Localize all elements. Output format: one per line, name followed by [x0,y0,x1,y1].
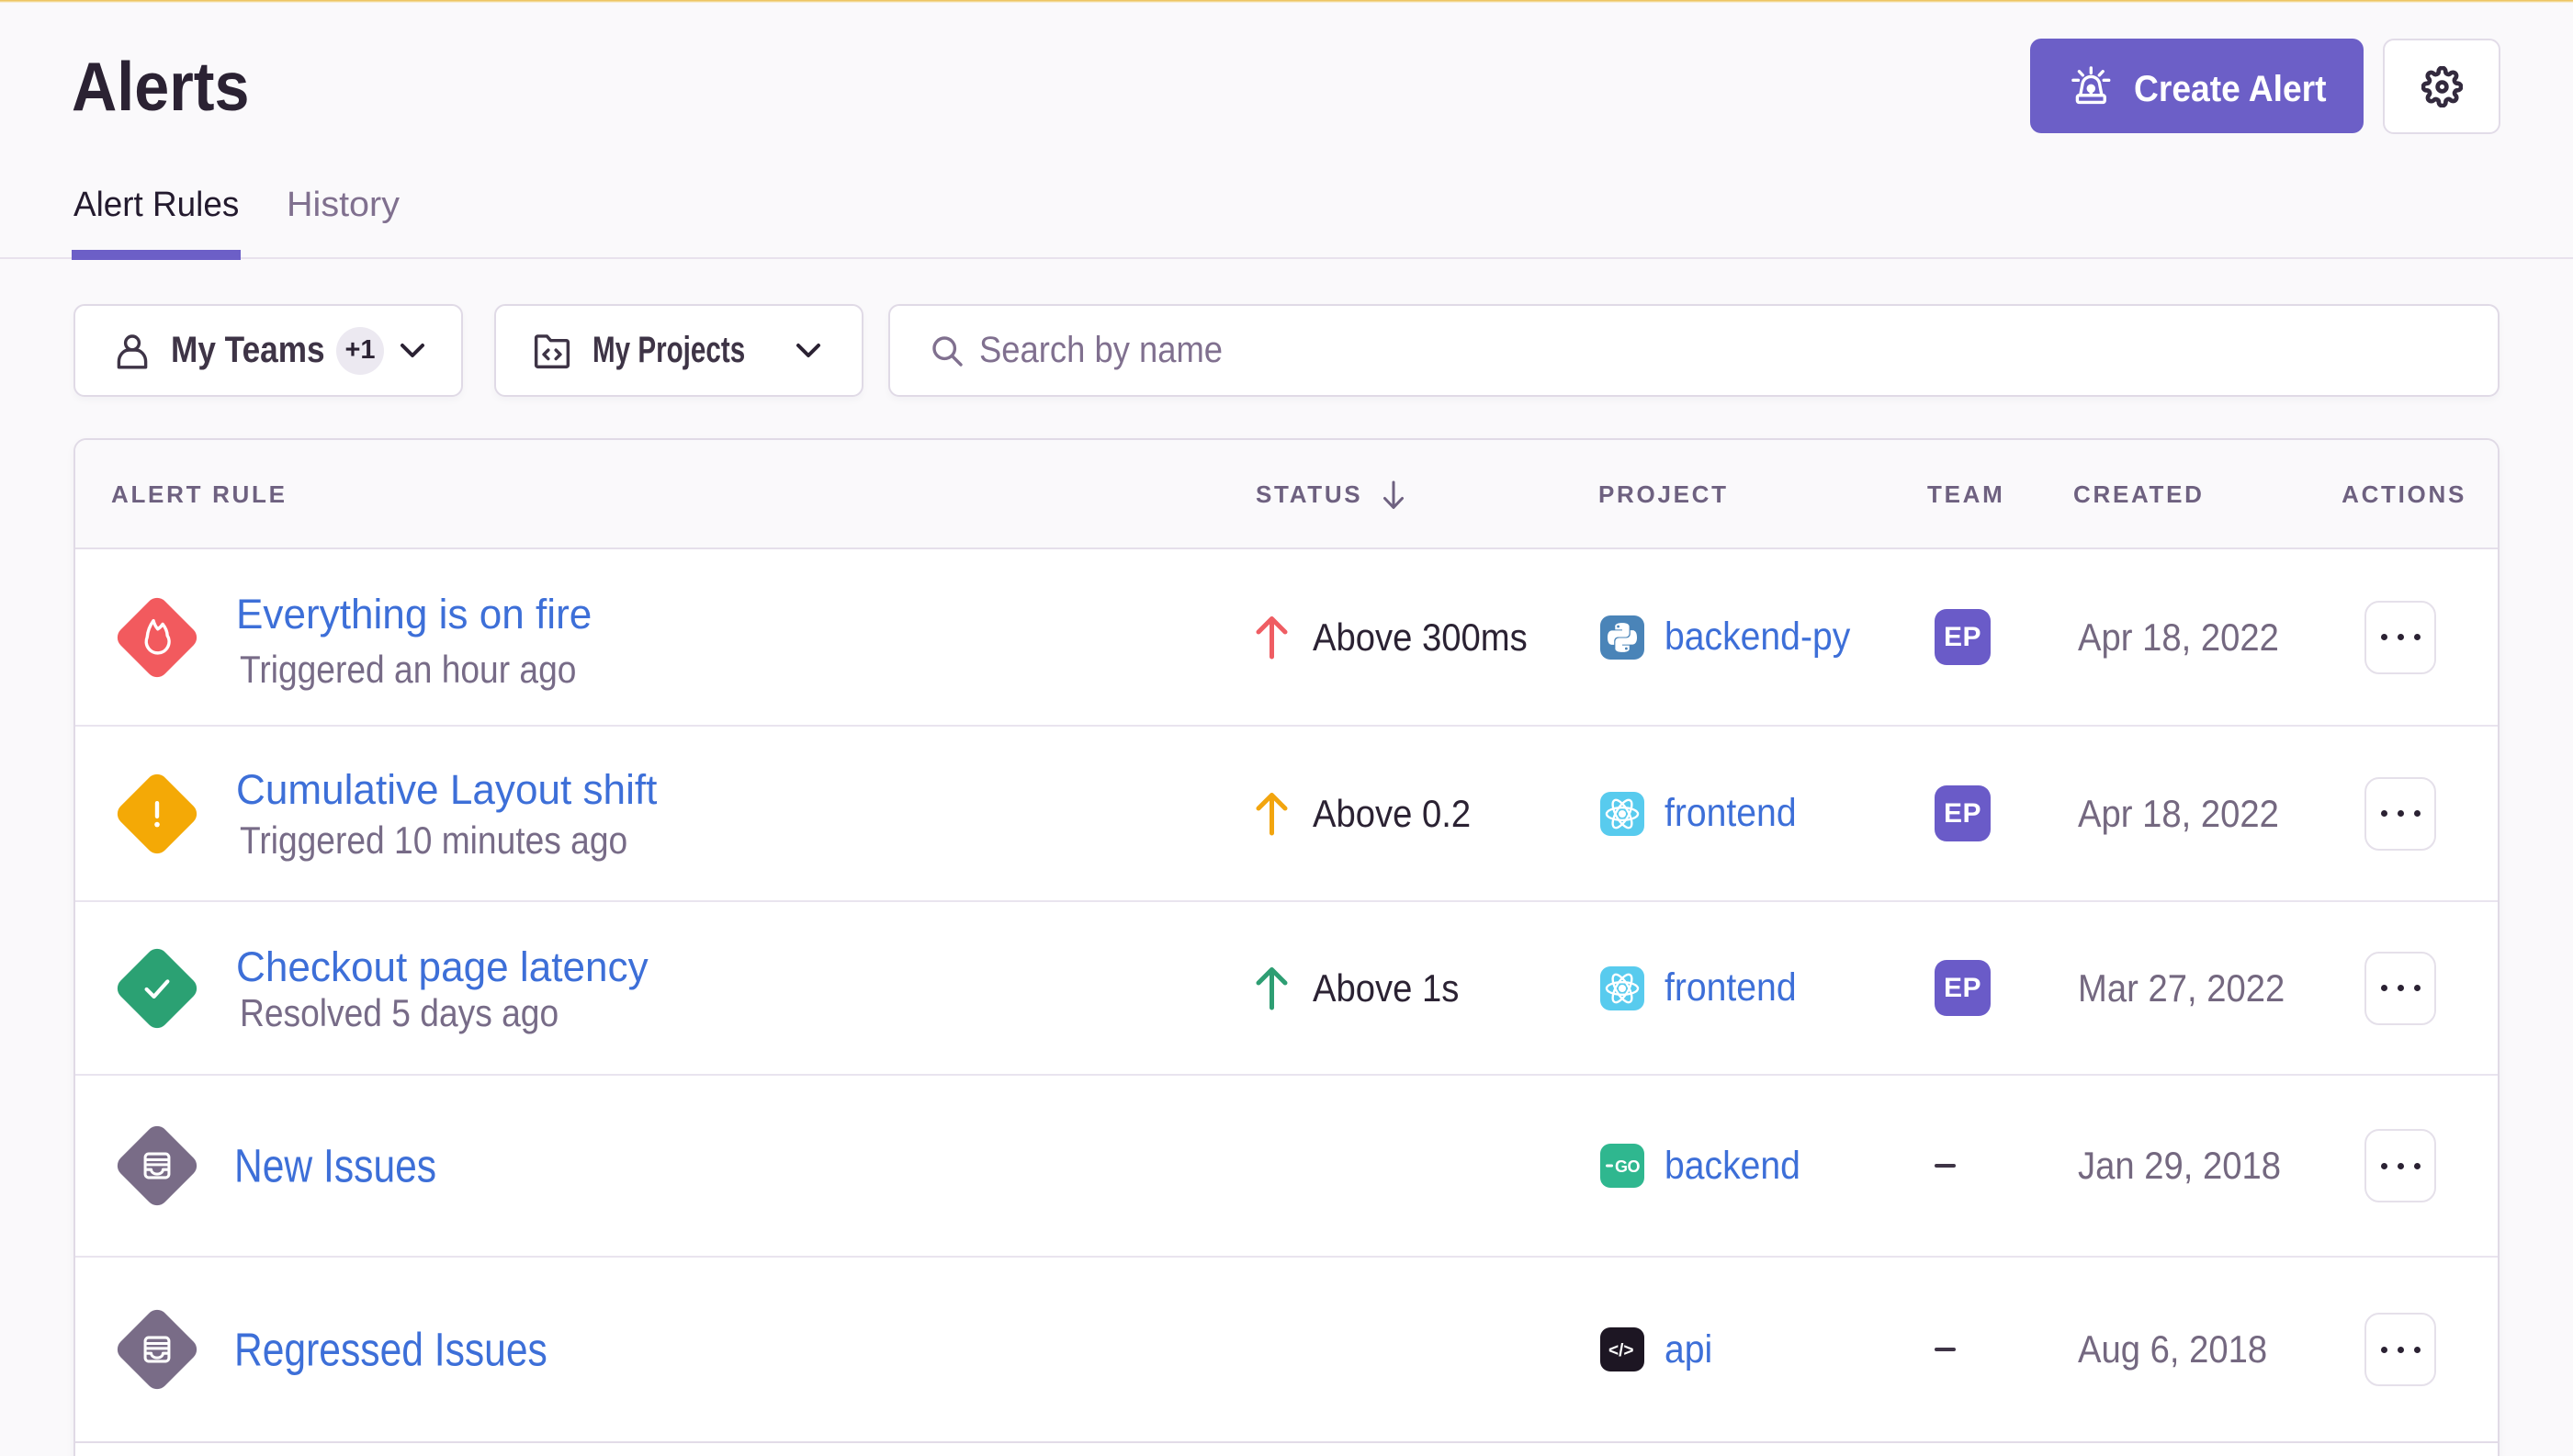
svg-text:GO: GO [1615,1157,1641,1176]
svg-text:</>: </> [1608,1341,1633,1360]
